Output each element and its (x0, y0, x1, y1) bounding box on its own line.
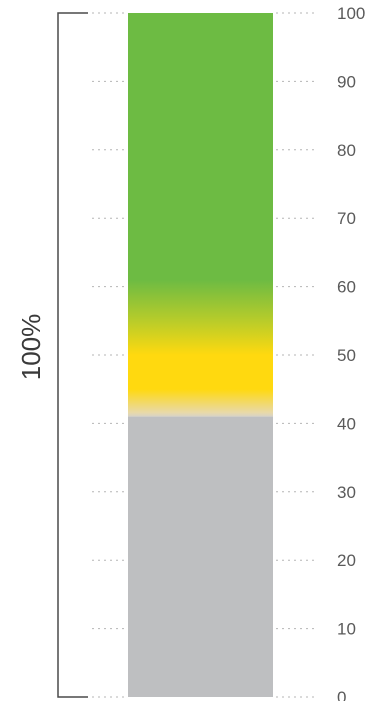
bracket-line (57, 12, 88, 698)
tick-label-20: 20 (337, 551, 356, 570)
tick-label-30: 30 (337, 483, 356, 502)
tick-label-70: 70 (337, 209, 356, 228)
tick-label-0: 0 (337, 688, 346, 701)
tick-label-40: 40 (337, 414, 356, 433)
tick-label-60: 60 (337, 278, 356, 297)
tick-label-10: 10 (337, 620, 356, 639)
tick-label-50: 50 (337, 346, 356, 365)
tick-label-90: 90 (337, 72, 356, 91)
grid-lines (92, 12, 314, 698)
bracket-label: 100% (16, 314, 46, 381)
bar (128, 13, 273, 697)
tick-label-100: 100 (337, 4, 365, 23)
bracket: 100% (16, 12, 88, 698)
y-axis-ticks: 0 10 20 30 40 50 60 70 80 90 100 (337, 4, 365, 701)
tick-label-80: 80 (337, 141, 356, 160)
bar-segment-upper (128, 13, 273, 417)
bar-segment-lower (128, 416, 273, 697)
